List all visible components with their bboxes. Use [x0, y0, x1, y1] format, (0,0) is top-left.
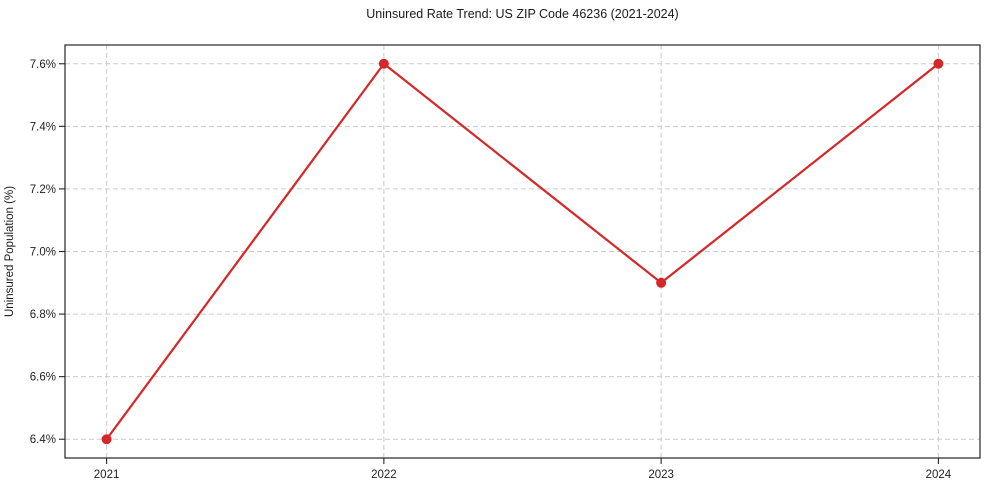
data-point-marker: [101, 434, 112, 445]
y-tick-label: 7.6%: [30, 59, 56, 71]
y-tick-label: 6.8%: [30, 309, 56, 321]
y-tick-label: 6.6%: [30, 372, 56, 384]
x-tick-label: 2022: [371, 469, 397, 481]
x-tick-label: 2024: [926, 469, 952, 481]
data-point-marker: [378, 58, 389, 69]
plot-border: [64, 44, 981, 459]
data-point-marker: [656, 277, 667, 288]
data-point-marker: [933, 58, 944, 69]
trend-line: [105, 62, 940, 441]
y-tick-label: 7.2%: [30, 184, 56, 196]
y-tick-label: 6.4%: [30, 434, 56, 446]
x-tick-label: 2023: [648, 469, 674, 481]
chart-title: Uninsured Rate Trend: US ZIP Code 46236 …: [366, 7, 679, 21]
x-tick-label: 2021: [94, 469, 120, 481]
y-tick-label: 7.4%: [30, 121, 56, 133]
y-tick-label: 7.0%: [30, 247, 56, 259]
